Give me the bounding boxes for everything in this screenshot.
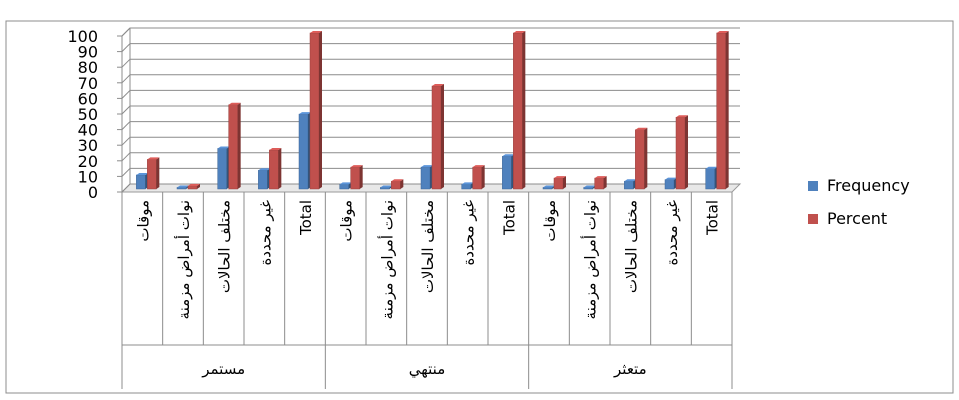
bar-percent xyxy=(716,31,729,190)
bar-frequency xyxy=(339,182,352,190)
legend: Frequency Percent xyxy=(808,176,910,228)
y-tick-label: 60 xyxy=(78,89,98,108)
bar-frequency xyxy=(461,182,474,190)
bar-percent xyxy=(350,165,363,190)
bar-percent xyxy=(472,165,485,190)
y-tick-label: 10 xyxy=(78,167,98,186)
bar-frequency xyxy=(502,154,515,190)
legend-swatch-frequency xyxy=(808,181,818,191)
category-label: غير محددة xyxy=(460,200,478,266)
category-label: نوات أمراض مزمنة xyxy=(377,200,396,319)
category-label: Total xyxy=(704,200,722,236)
legend-label: Percent xyxy=(827,209,887,228)
y-tick-label: 30 xyxy=(78,136,98,155)
bar-percent xyxy=(309,31,322,190)
category-label: مختلف الحالات xyxy=(622,200,640,293)
category-label: مختلف الحالات xyxy=(419,200,437,293)
group-label: مستمر xyxy=(201,360,245,378)
bar-percent xyxy=(635,127,648,190)
bar-percent xyxy=(431,84,444,190)
bar-frequency xyxy=(420,165,433,190)
bar-percent xyxy=(594,176,607,190)
y-tick-label: 50 xyxy=(78,105,98,124)
y-tick-label: 80 xyxy=(78,58,98,77)
y-tick-label: 100 xyxy=(67,27,98,46)
bar-percent xyxy=(187,183,200,190)
category-label: موقات xyxy=(541,200,559,242)
bar-percent xyxy=(675,115,688,190)
category-label: موقات xyxy=(338,200,356,242)
bar-frequency xyxy=(624,179,637,190)
bar-frequency xyxy=(298,112,311,190)
bar-percent xyxy=(269,148,282,190)
category-label: غير محددة xyxy=(256,200,274,266)
y-tick-label: 70 xyxy=(78,74,98,93)
y-tick-label: 40 xyxy=(78,121,98,140)
wall-top-edge xyxy=(121,27,131,37)
category-label: مختلف الحالات xyxy=(216,200,234,293)
category-label: Total xyxy=(297,200,315,236)
bar-percent xyxy=(513,31,526,190)
bars xyxy=(136,31,729,190)
category-label: Total xyxy=(500,200,518,236)
bar-frequency xyxy=(664,177,677,190)
bar-frequency xyxy=(136,172,149,190)
y-tick-label: 0 xyxy=(88,183,98,202)
bar-frequency xyxy=(217,146,230,190)
bar-percent xyxy=(147,157,160,190)
legend-swatch-percent xyxy=(808,214,818,224)
category-label: نوات أمراض مزمنة xyxy=(174,200,193,319)
bar-percent xyxy=(553,176,566,190)
group-label: منتهي xyxy=(409,360,446,379)
legend-label: Frequency xyxy=(827,176,910,195)
bar-frequency xyxy=(258,168,271,190)
group-label: متعثر xyxy=(613,360,647,378)
bar-percent xyxy=(228,102,241,190)
bar-percent xyxy=(391,179,404,190)
category-label: غير محددة xyxy=(663,200,681,266)
y-tick-label: 20 xyxy=(78,152,98,171)
bar-frequency xyxy=(705,166,718,190)
x-axis: موقات نوات أمراض مزمنة مختلف الحالات غير مح… xyxy=(121,192,733,389)
category-label: نوات أمراض مزمنة xyxy=(581,200,600,319)
y-tick-label: 90 xyxy=(78,43,98,62)
category-label: موقات xyxy=(134,200,152,242)
